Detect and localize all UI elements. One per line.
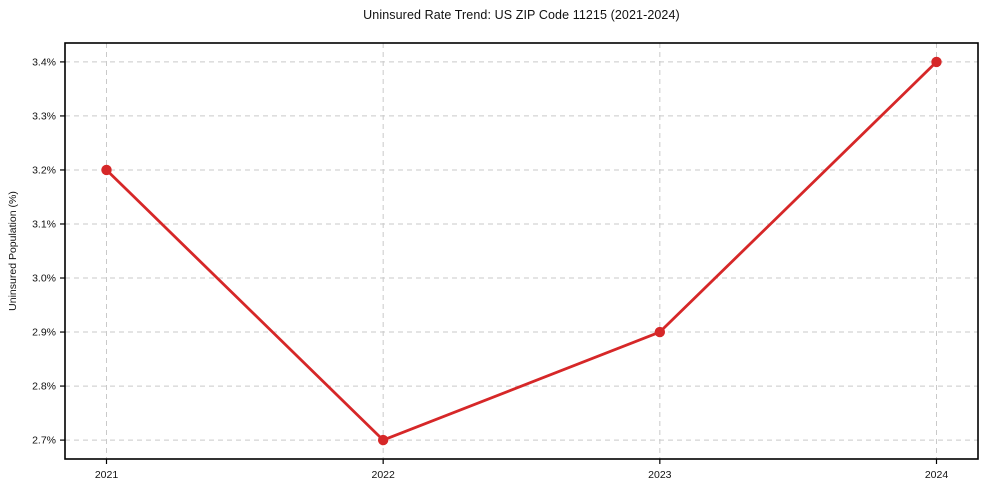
y-tick-label: 3.2% [32, 164, 56, 176]
y-tick-label: 2.9% [32, 327, 56, 339]
y-tick-label: 3.4% [32, 56, 56, 68]
trend-line [105, 60, 938, 442]
x-tick-label: 2023 [648, 469, 672, 481]
y-tick-label: 3.0% [32, 273, 56, 285]
data-point-marker [654, 326, 666, 338]
x-tick-label: 2022 [371, 469, 395, 481]
y-tick-label: 2.7% [32, 435, 56, 447]
data-point-marker [377, 434, 389, 446]
chart-title: Uninsured Rate Trend: US ZIP Code 11215 … [363, 8, 680, 22]
data-point-marker [101, 164, 112, 176]
y-tick-label: 3.1% [32, 218, 56, 230]
x-tick-label: 2024 [925, 469, 949, 481]
y-tick-label: 2.8% [32, 381, 56, 393]
x-tick-label: 2021 [95, 469, 119, 481]
y-tick-label: 3.3% [32, 110, 56, 122]
plot-border [64, 42, 979, 460]
data-point-marker [931, 56, 942, 68]
